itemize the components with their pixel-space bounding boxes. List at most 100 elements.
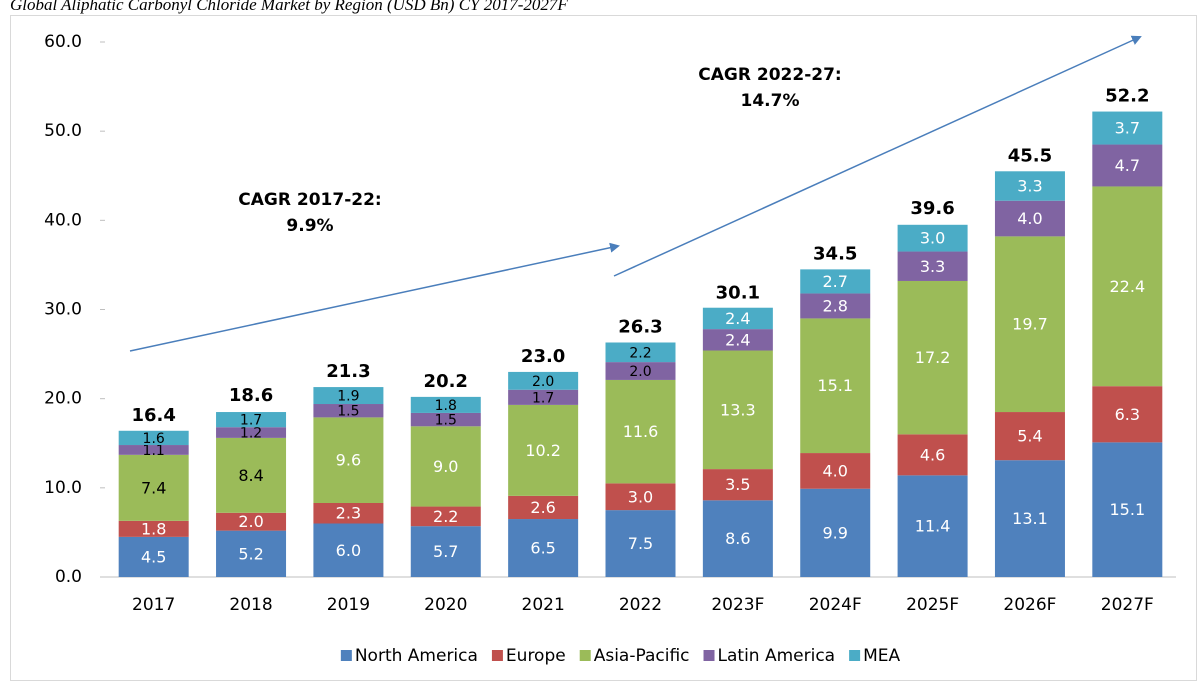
data-label: 9.0 — [433, 457, 458, 476]
bar-segment — [897, 434, 968, 476]
bar-segment — [605, 362, 676, 380]
bar-segment — [216, 530, 287, 577]
data-label: 1.6 — [143, 431, 165, 447]
bar-segment — [313, 523, 384, 577]
total-label: 30.1 — [716, 283, 760, 304]
data-label: 2.4 — [725, 330, 750, 349]
legend-label: Europe — [506, 646, 566, 666]
x-tick-label: 2021 — [522, 595, 565, 615]
bar-segment — [410, 412, 481, 427]
bar-segment — [118, 430, 189, 446]
data-label: 19.7 — [1012, 315, 1048, 334]
data-label: 1.5 — [337, 404, 359, 420]
annotation: CAGR 2022-27: — [698, 65, 841, 85]
bar-segment — [897, 475, 968, 577]
data-label: 5.7 — [433, 542, 458, 561]
bar-segment — [605, 342, 676, 363]
x-tick-label: 2026F — [1003, 595, 1056, 615]
bar-segment — [313, 387, 384, 405]
chart-border — [10, 15, 1197, 681]
total-label: 16.4 — [131, 405, 175, 426]
x-tick-label: 2027F — [1101, 595, 1154, 615]
bar-segment — [410, 526, 481, 577]
data-label: 2.3 — [336, 504, 361, 523]
data-label: 8.6 — [725, 529, 750, 548]
data-label: 4.0 — [1017, 209, 1042, 228]
x-tick-label: 2017 — [132, 595, 175, 615]
bar-segment — [994, 412, 1065, 461]
data-label: 5.4 — [1017, 427, 1042, 446]
chart-title: Global Aliphatic Carbonyl Chloride Marke… — [10, 0, 568, 14]
legend-swatch — [340, 650, 352, 661]
data-label: 2.2 — [629, 345, 651, 361]
bar-segment — [508, 519, 579, 577]
data-label: 1.7 — [240, 413, 262, 429]
annotation: CAGR 2017-22: — [238, 190, 381, 210]
data-label: 2.8 — [823, 296, 848, 315]
bar-segment — [410, 426, 481, 507]
bar-segment — [605, 483, 676, 511]
bar-segment — [1092, 442, 1163, 577]
bar-segment — [800, 488, 871, 577]
bar-segment — [313, 404, 384, 418]
bar-segment — [800, 293, 871, 319]
legend-label: Latin America — [718, 646, 836, 666]
data-label: 4.5 — [141, 547, 166, 566]
data-label: 11.6 — [623, 422, 659, 441]
bar-segment — [605, 379, 676, 484]
bar-segment — [702, 329, 773, 351]
total-label: 45.5 — [1008, 145, 1052, 166]
x-tick-label: 2019 — [327, 595, 370, 615]
data-label: 15.1 — [817, 376, 853, 395]
bar-segment — [118, 536, 189, 577]
bar-segment — [1092, 111, 1163, 145]
x-tick-label: 2020 — [424, 595, 467, 615]
data-label: 13.3 — [720, 400, 756, 419]
bar-segment — [216, 427, 287, 438]
data-label: 1.7 — [532, 390, 554, 406]
data-label: 2.7 — [823, 272, 848, 291]
bar-segment — [508, 371, 579, 390]
data-label: 3.7 — [1115, 119, 1140, 138]
total-label: 18.6 — [229, 385, 273, 406]
bar-segment — [216, 437, 287, 513]
data-label: 15.1 — [1110, 500, 1146, 519]
arrow — [129, 242, 620, 352]
y-tick-label: 40.0 — [44, 210, 82, 230]
bar-segment — [313, 502, 384, 524]
data-label: 2.0 — [532, 374, 554, 390]
data-label: 7.4 — [141, 478, 166, 497]
data-label: 1.1 — [143, 443, 165, 459]
total-label: 21.3 — [326, 361, 370, 382]
bar-segment — [800, 269, 871, 294]
bar-segment — [994, 171, 1065, 201]
data-label: 4.6 — [920, 445, 945, 464]
bar-segment — [994, 236, 1065, 413]
bar-segment — [118, 445, 189, 455]
legend-label: North America — [355, 646, 478, 666]
total-label: 34.5 — [813, 243, 857, 264]
data-label: 1.8 — [435, 398, 457, 414]
bar-segment — [216, 512, 287, 531]
data-label: 2.4 — [725, 309, 750, 328]
y-tick-label: 60.0 — [44, 32, 82, 52]
bar-segment — [118, 520, 189, 537]
data-label: 11.4 — [915, 517, 951, 536]
data-label: 1.2 — [240, 426, 262, 442]
data-label: 2.2 — [433, 507, 458, 526]
bar-segment — [118, 454, 189, 521]
data-label: 10.2 — [525, 441, 561, 460]
bar-segment — [702, 469, 773, 501]
legend-swatch — [849, 650, 861, 661]
bar-segment — [1092, 144, 1163, 187]
x-tick-label: 2022 — [619, 595, 662, 615]
data-label: 3.3 — [920, 257, 945, 276]
data-label: 1.9 — [337, 389, 359, 405]
bar-segment — [216, 412, 287, 428]
data-label: 6.0 — [336, 541, 361, 560]
data-label: 8.4 — [238, 466, 263, 485]
bar-segment — [897, 280, 968, 435]
data-label: 2.6 — [530, 498, 555, 517]
data-label: 2.0 — [238, 512, 263, 531]
